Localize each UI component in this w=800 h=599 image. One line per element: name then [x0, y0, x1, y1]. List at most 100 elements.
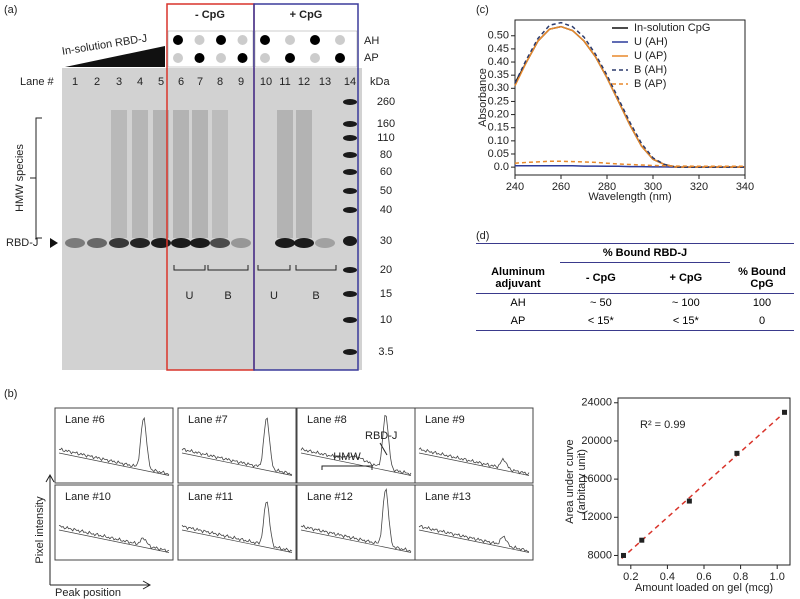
x-tick-label: 240: [506, 181, 524, 193]
gel-band: [210, 238, 230, 248]
x-axis-label: Amount loaded on gel (mcg): [635, 582, 773, 594]
lane-number: 4: [137, 76, 143, 88]
y-axis-label: Absorbance: [477, 68, 489, 127]
trace: [300, 488, 412, 553]
y-tick-label: 0.15: [488, 122, 509, 134]
trace: [181, 501, 293, 553]
trace: [58, 525, 170, 553]
hmw-label: HMW species: [14, 144, 26, 212]
hmw-annotation: HMW: [333, 451, 361, 463]
y-tick-label: 20000: [581, 435, 612, 447]
gel-band: [294, 238, 314, 248]
kda-header: kDa: [370, 76, 390, 88]
ap-dot: [216, 53, 226, 63]
trace-label: Lane #8: [307, 414, 347, 426]
kda-label: 10: [380, 314, 392, 326]
kda-label: 60: [380, 166, 392, 178]
point: [782, 409, 788, 415]
y-axis-label: Pixel intensity: [34, 496, 46, 564]
trendline: [621, 408, 789, 559]
kda-label: 110: [377, 132, 395, 144]
lane-bracket: [207, 265, 249, 271]
x-tick-label: 260: [552, 181, 570, 193]
x-tick-label: 0.2: [623, 571, 638, 583]
ap-dot: [194, 53, 205, 63]
table-header: Aluminum adjuvant: [491, 265, 545, 290]
trace-label: Lane #13: [425, 491, 471, 503]
bracket-label: B: [312, 290, 319, 302]
ah-dot: [260, 35, 270, 45]
lane-number: 2: [94, 76, 100, 88]
y-tick-label: 0.50: [488, 30, 509, 42]
kda-label: 80: [380, 149, 392, 161]
wedge: [65, 46, 165, 67]
group-label: + CpG: [290, 9, 323, 21]
hmw-bracket-b: [321, 465, 373, 470]
y-tick-label: 0.45: [488, 43, 509, 55]
y-axis-label: (arbitary unit): [576, 449, 588, 514]
point: [686, 498, 692, 504]
y-tick-label: 0.20: [488, 108, 509, 120]
group-box: [253, 3, 359, 371]
table-header: + CpG: [669, 271, 703, 284]
table-cell: ~ 100: [671, 296, 700, 309]
ah-dot: [216, 35, 226, 45]
bracket-label: B: [224, 290, 231, 302]
plot-frame: [514, 19, 746, 176]
x-tick-label: 1.0: [770, 571, 785, 583]
hmw-bracket: [30, 117, 42, 239]
lane-number: 6: [178, 76, 184, 88]
lane-number: 9: [238, 76, 244, 88]
y-tick-label: 0.40: [488, 56, 509, 68]
ah-dot: [194, 35, 205, 45]
trace-baseline: [181, 452, 293, 476]
ladder-band: [343, 99, 357, 105]
kda-label: 20: [380, 264, 392, 276]
ladder-band: [343, 188, 357, 194]
x-tick-label: 280: [598, 181, 616, 193]
table-cell: 100: [752, 296, 772, 309]
y-tick-label: 0.35: [488, 69, 509, 81]
row-label: AH: [364, 35, 379, 47]
lane-number: 8: [217, 76, 223, 88]
trace: [300, 414, 412, 477]
gel: [62, 68, 362, 370]
panel-label: (b): [4, 388, 17, 400]
trace-baseline: [300, 529, 412, 553]
smear: [212, 110, 228, 238]
table-cell: AH: [510, 296, 526, 309]
ah-dot: [173, 35, 183, 45]
trace: [418, 447, 530, 476]
bound-table: % Bound RBD-J Aluminum adjuvant - CpG + Cp…: [476, 243, 794, 331]
legend-label: U (AH): [634, 36, 668, 48]
trace-baseline: [181, 529, 293, 553]
ladder-band: [343, 349, 357, 355]
gel-band: [315, 238, 335, 248]
group-label: - CpG: [195, 9, 225, 21]
y-tick-label: 0.30: [488, 82, 509, 94]
trace: [58, 416, 170, 476]
lane-number: 7: [197, 76, 203, 88]
panel-label: (d): [476, 230, 489, 242]
table-cell: ~ 50: [589, 296, 612, 309]
series-line: [514, 25, 745, 168]
y-tick-label: 8000: [588, 549, 612, 561]
lane-number: 3: [116, 76, 122, 88]
smear: [173, 110, 189, 238]
trace-baseline: [418, 529, 530, 553]
rbd-annotation: RBD-J: [365, 430, 397, 442]
lane-number: 11: [279, 76, 290, 88]
ah-dot: [237, 35, 248, 45]
x-tick-label: 300: [644, 181, 662, 193]
trace-label: Lane #11: [188, 491, 233, 503]
series-line: [514, 25, 745, 168]
trace-label: Lane #7: [188, 414, 228, 426]
legend-label: B (AH): [634, 64, 667, 76]
point: [734, 450, 740, 456]
bracket-label: U: [186, 290, 194, 302]
ladder-band: [343, 291, 357, 297]
trace-box: [177, 407, 297, 484]
rbd-arrow: [50, 238, 58, 248]
